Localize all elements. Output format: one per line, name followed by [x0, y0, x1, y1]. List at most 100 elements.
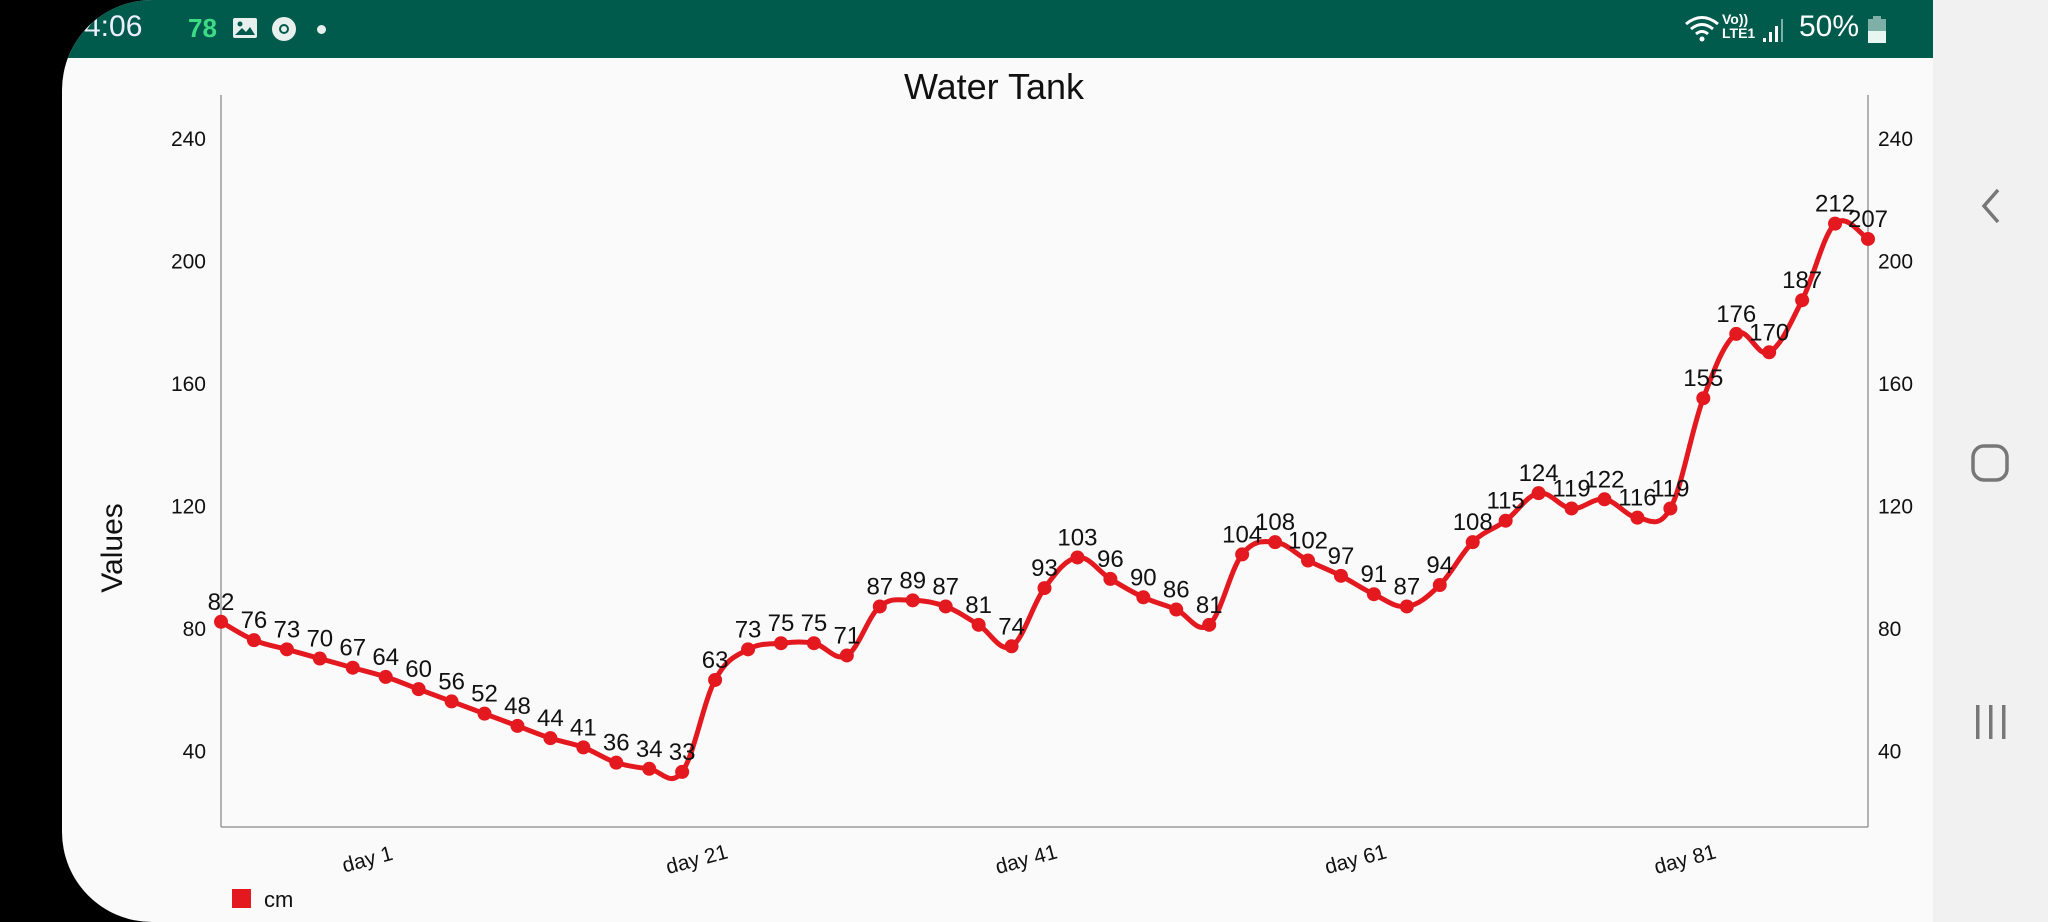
data-label: 93: [1031, 555, 1058, 582]
data-point: [1136, 590, 1151, 605]
data-point: [1465, 535, 1480, 550]
data-label: 119: [1552, 475, 1590, 502]
data-label: 108: [1453, 509, 1493, 536]
data-label: 44: [537, 705, 564, 732]
data-label: 67: [339, 635, 366, 662]
data-label: 33: [669, 739, 696, 766]
data-point: [839, 648, 854, 663]
legend-swatch-cm: [232, 889, 251, 908]
data-label: 64: [372, 644, 399, 671]
x-tick-label: day 41: [993, 840, 1060, 879]
data-point: [773, 636, 788, 651]
data-point: [872, 599, 887, 614]
data-point: [246, 633, 261, 648]
data-label: 102: [1288, 528, 1328, 555]
data-label: 82: [208, 589, 235, 616]
y-tick-label-left: 200: [171, 250, 206, 273]
data-label: 90: [1130, 564, 1157, 591]
battery-percent: 50%: [1799, 10, 1860, 43]
data-point: [1103, 571, 1118, 586]
data-label: 170: [1749, 319, 1789, 346]
data-point: [806, 636, 821, 651]
status-bar: 4:06 78 Vo)) LTE1 50%: [62, 0, 1933, 58]
data-label: 48: [504, 693, 531, 720]
data-label: 34: [636, 736, 663, 763]
data-point: [1663, 501, 1678, 516]
y-tick-label-left: 40: [183, 740, 206, 763]
data-label: 73: [735, 616, 762, 643]
data-label: 75: [801, 610, 828, 637]
data-point: [1235, 547, 1250, 562]
data-label: 116: [1618, 485, 1656, 512]
data-label: 87: [866, 573, 893, 600]
x-tick-label: day 81: [1652, 840, 1719, 879]
recents-icon[interactable]: [1971, 703, 2011, 741]
y-tick-label-right: 240: [1878, 128, 1913, 151]
y-axis-label: Values: [96, 503, 129, 593]
y-tick-label-left: 80: [183, 618, 206, 641]
data-label: 81: [1196, 592, 1223, 619]
y-tick-label-right: 200: [1878, 250, 1913, 273]
y-tick-label-left: 120: [171, 495, 206, 518]
data-label: 207: [1848, 206, 1888, 233]
volte-lte-icon: Vo)) LTE1: [1722, 12, 1755, 40]
home-icon[interactable]: [1970, 443, 2010, 483]
lte-label: LTE1: [1722, 25, 1756, 41]
signal-icon: [1762, 16, 1784, 49]
clock: 4:06: [84, 10, 143, 43]
data-point: [1004, 639, 1019, 654]
data-label: 104: [1222, 521, 1262, 548]
x-tick-label: day 61: [1322, 840, 1389, 879]
back-icon[interactable]: [1976, 186, 2006, 226]
data-point: [477, 706, 492, 721]
data-point: [1762, 345, 1777, 360]
data-point: [971, 617, 986, 632]
data-point: [576, 740, 591, 755]
data-label: 115: [1487, 488, 1525, 515]
data-point: [1696, 391, 1711, 406]
data-label: 212: [1815, 191, 1855, 218]
data-label: 75: [768, 610, 795, 637]
data-label: 124: [1519, 460, 1559, 487]
data-label: 94: [1426, 552, 1453, 579]
data-label: 81: [965, 592, 992, 619]
data-label: 122: [1584, 466, 1624, 493]
data-label: 74: [998, 613, 1025, 640]
data-label: 56: [438, 668, 465, 695]
data-point: [905, 593, 920, 608]
y-tick-label-right: 80: [1878, 618, 1901, 641]
data-point: [543, 731, 558, 746]
data-label: 36: [603, 730, 630, 757]
x-tick-label: day 21: [664, 840, 731, 879]
data-point: [1070, 550, 1085, 565]
battery-icon: [1868, 16, 1886, 49]
data-label: 89: [899, 567, 926, 594]
data-label: 176: [1716, 301, 1756, 328]
data-point: [609, 755, 624, 770]
data-label: 187: [1782, 267, 1822, 294]
data-label: 41: [570, 714, 597, 741]
navigation-bar: [1933, 0, 2048, 922]
data-label: 87: [932, 573, 959, 600]
y-tick-label-left: 160: [171, 373, 206, 396]
data-point: [1333, 568, 1348, 583]
data-label: 97: [1328, 543, 1355, 570]
data-point: [411, 682, 426, 697]
y-tick-label-left: 240: [171, 128, 206, 151]
data-point: [1597, 492, 1612, 507]
data-label: 73: [274, 616, 301, 643]
data-point: [1630, 510, 1645, 525]
dot-icon: [317, 25, 326, 34]
data-point: [279, 642, 294, 657]
chrome-icon: [271, 16, 297, 47]
data-point: [1564, 501, 1579, 516]
data-label: 86: [1163, 577, 1190, 604]
data-label: 103: [1057, 524, 1097, 551]
data-point: [1037, 581, 1052, 596]
data-label: 52: [471, 681, 498, 708]
x-tick-label: day 1: [340, 842, 396, 878]
data-label: 70: [306, 626, 333, 653]
data-label: 60: [405, 656, 432, 683]
data-point: [1531, 486, 1546, 501]
